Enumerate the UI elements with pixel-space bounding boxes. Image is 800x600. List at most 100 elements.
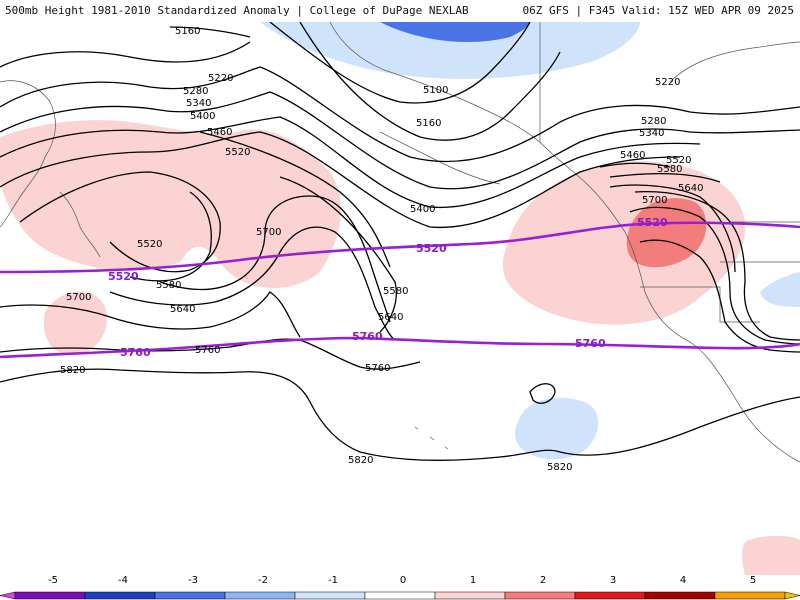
label-5400-a: 5400 [190, 111, 215, 122]
contour-5340 [0, 116, 701, 209]
contour-5820-closed [529, 383, 556, 404]
reference-5760 [0, 336, 800, 359]
weather-map: 5160 5100 5160 5220 5220 5280 5280 5340 … [0, 22, 800, 575]
legend-tick-label: -2 [258, 575, 268, 586]
legend-tick-label: 3 [609, 575, 617, 586]
legend-tick-label: -4 [118, 575, 128, 586]
positive-anomaly-west [0, 120, 341, 289]
map-canvas: 5160 5100 5160 5220 5220 5280 5280 5340 … [0, 22, 800, 575]
label-5520-c: 5520 [666, 155, 691, 166]
label-5460-b: 5460 [620, 150, 645, 161]
legend-bin [574, 591, 646, 600]
legend-bin [294, 591, 366, 600]
label-5160-a: 5160 [175, 26, 200, 37]
canada-arctic-coast [669, 41, 800, 83]
legend-bin [504, 591, 576, 600]
strong-negative-anomaly [380, 22, 530, 42]
label-5700-b: 5700 [256, 227, 281, 238]
alaska-north-coast [329, 22, 546, 148]
positive-anomaly-small [43, 291, 107, 356]
map-header: 500mb Height 1981-2010 Standardized Anom… [0, 0, 800, 22]
contour-5400 [0, 131, 681, 229]
label-5400-b: 5400 [410, 204, 435, 215]
label-5760-a: 5760 [195, 345, 220, 356]
label-5520-b: 5520 [137, 239, 162, 250]
legend-tick-label: 2 [539, 575, 547, 586]
legend-tick-label: 5 [749, 575, 757, 586]
label-5280-a: 5280 [183, 86, 208, 97]
legend-bin [434, 591, 506, 600]
legend-bin [714, 591, 786, 600]
label-5580-c: 5580 [657, 164, 682, 175]
contour-5700 [0, 206, 800, 345]
label-5340-a: 5340 [186, 98, 211, 109]
legend-bin [644, 591, 716, 600]
legend-tick-label: 1 [469, 575, 477, 586]
positive-anomaly-corner [741, 535, 800, 575]
contour-labels: 5160 5100 5160 5220 5220 5280 5280 5340 … [60, 26, 703, 473]
contour-5820 [0, 368, 800, 461]
reference-5520 [0, 221, 800, 274]
legend-tick-label: 0 [399, 575, 407, 586]
state-borders-2 [720, 221, 800, 263]
purple-label-5760-c: 5760 [575, 337, 606, 350]
legend-bar [0, 591, 800, 600]
label-5700-c: 5700 [642, 195, 667, 206]
purple-label-5520-b: 5520 [416, 242, 447, 255]
strong-positive-anomaly [626, 198, 707, 268]
label-5160-b: 5160 [416, 118, 441, 129]
height-contours [0, 22, 800, 461]
contour-5220 [0, 66, 800, 163]
label-5220-a: 5220 [208, 73, 233, 84]
negative-anomaly-south [515, 397, 599, 460]
label-5580-b: 5580 [383, 286, 408, 297]
label-5220-b: 5220 [655, 77, 680, 88]
reference-contours [0, 221, 800, 359]
hawaii-islands [414, 426, 449, 450]
legend-bin [84, 591, 156, 600]
label-5640-c: 5640 [678, 183, 703, 194]
legend-bin [224, 591, 296, 600]
contour-5520 [19, 171, 721, 333]
contour-5460 [199, 131, 671, 268]
label-5760-b: 5760 [365, 363, 390, 374]
label-5820-a: 5820 [60, 365, 85, 376]
legend-tick-label: 4 [679, 575, 687, 586]
purple-label-5520-c: 5520 [637, 216, 668, 229]
contour-5160-west [169, 26, 251, 38]
map-title: 500mb Height 1981-2010 Standardized Anom… [5, 4, 469, 17]
legend-bin [14, 591, 86, 600]
label-5640-a: 5640 [170, 304, 195, 315]
contour-5160 [0, 22, 561, 141]
legend-tick-label: -1 [328, 575, 338, 586]
label-5820-b: 5820 [348, 455, 373, 466]
legend-arrow-right [784, 591, 800, 600]
purple-label-5760-b: 5760 [352, 330, 383, 343]
label-5520-a: 5520 [225, 147, 250, 158]
anomaly-shading [0, 22, 800, 575]
negative-anomaly-east-edge [760, 272, 800, 307]
label-5640-b: 5640 [378, 312, 403, 323]
purple-label-5520-a: 5520 [108, 270, 139, 283]
negative-anomaly-north [260, 22, 640, 79]
label-5700-a: 5700 [66, 292, 91, 303]
legend-bin [154, 591, 226, 600]
legend-arrow-left [0, 591, 16, 600]
legend-tick-label: -3 [188, 575, 198, 586]
north-america-west-coast [544, 146, 800, 463]
contour-5100 [269, 22, 531, 104]
legend-bin [364, 591, 436, 600]
legend-tick-label: -5 [48, 575, 58, 586]
label-5280-b: 5280 [641, 116, 666, 127]
kamchatka-coast [59, 191, 101, 258]
label-5460-a: 5460 [207, 127, 232, 138]
purple-label-5760-a: 5760 [120, 346, 151, 359]
contour-5280 [0, 91, 800, 190]
label-5340-b: 5340 [639, 128, 664, 139]
contour-5580 [129, 184, 736, 323]
model-run-info: 06Z GFS | F345 Valid: 15Z WED APR 09 202… [522, 4, 794, 17]
label-5580-a: 5580 [156, 280, 181, 291]
label-5820-c: 5820 [547, 462, 572, 473]
label-5100: 5100 [423, 85, 448, 96]
contour-5640 [109, 191, 800, 341]
